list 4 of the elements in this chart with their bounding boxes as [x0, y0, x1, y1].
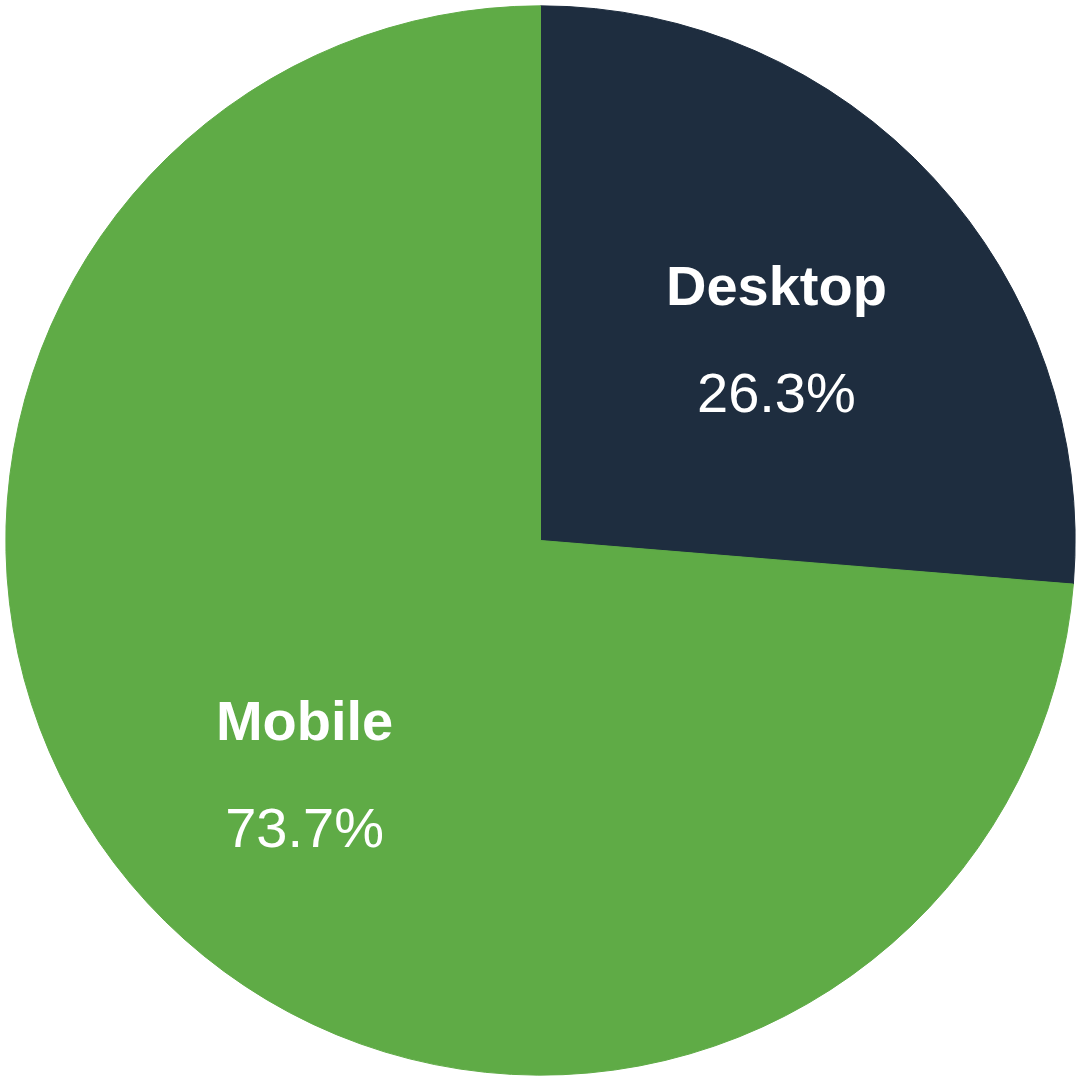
slice-label: Desktop [665, 254, 887, 318]
slice-label: Mobile [215, 688, 394, 752]
data-label: 73.7% [225, 795, 384, 859]
data-label: 26.3% [697, 361, 856, 425]
